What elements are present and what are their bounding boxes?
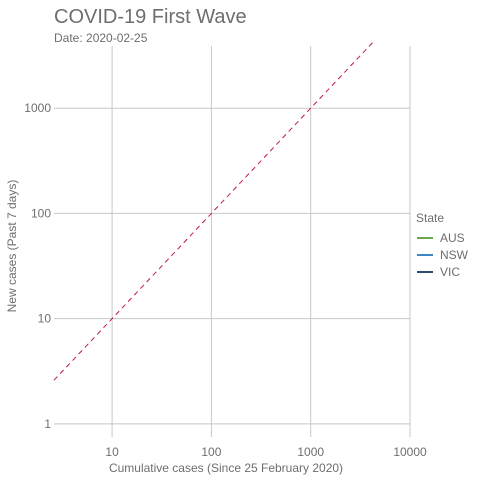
x-tick-label-10: 10 — [105, 445, 119, 459]
legend-entries: AUS NSW VIC — [417, 231, 469, 279]
chart-title: COVID-19 First Wave — [54, 6, 247, 28]
legend-label-vic: VIC — [440, 265, 460, 279]
x-tick-label-10000: 10000 — [393, 445, 427, 459]
y-tick-labels: 1 10 100 1000 — [24, 101, 51, 431]
legend-title: State — [416, 211, 444, 225]
legend-label-nsw: NSW — [440, 248, 469, 262]
grid-lines — [54, 46, 411, 437]
y-tick-label-100: 100 — [31, 206, 51, 220]
y-tick-label-1000: 1000 — [24, 101, 51, 115]
chart-subtitle: Date: 2020-02-25 — [54, 31, 148, 45]
x-tick-label-100: 100 — [201, 445, 221, 459]
y-axis-title: New cases (Past 7 days) — [5, 180, 19, 313]
reference-line-layer — [53, 41, 374, 381]
x-axis-title: Cumulative cases (Since 25 February 2020… — [109, 461, 343, 475]
reference-line — [53, 41, 374, 381]
y-tick-label-10: 10 — [38, 312, 52, 326]
legend-label-aus: AUS — [440, 231, 465, 245]
x-tick-label-1000: 1000 — [297, 445, 324, 459]
x-tick-labels: 10 100 1000 10000 — [105, 445, 427, 459]
y-tick-label-1: 1 — [44, 417, 51, 431]
legend: State AUS NSW VIC — [416, 211, 469, 279]
